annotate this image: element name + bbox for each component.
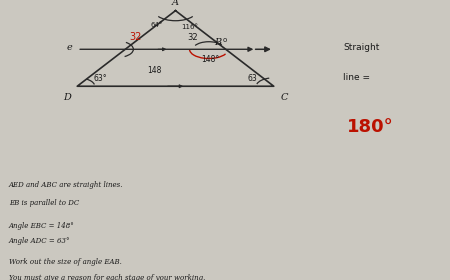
Text: C: C xyxy=(280,93,288,102)
Text: You must give a reason for each stage of your working.: You must give a reason for each stage of… xyxy=(9,274,205,280)
Text: 148: 148 xyxy=(147,66,162,75)
Text: Straight: Straight xyxy=(343,43,379,52)
Text: o: o xyxy=(223,37,227,43)
Text: 148°: 148° xyxy=(202,55,220,64)
Text: Angle ADC = 63°: Angle ADC = 63° xyxy=(9,237,71,246)
Text: EB is parallel to DC: EB is parallel to DC xyxy=(9,199,79,207)
Text: 32: 32 xyxy=(129,32,141,42)
Text: 32: 32 xyxy=(188,33,198,42)
Text: D: D xyxy=(63,93,71,102)
Text: 63°: 63° xyxy=(93,74,107,83)
Text: 64°: 64° xyxy=(150,22,162,29)
Text: B: B xyxy=(214,38,221,47)
Text: line =: line = xyxy=(343,73,370,82)
Text: 63: 63 xyxy=(248,74,257,83)
Text: e: e xyxy=(66,43,72,52)
Text: Angle EBC = 148°: Angle EBC = 148° xyxy=(9,222,75,230)
Text: A: A xyxy=(172,0,179,7)
Text: 180°: 180° xyxy=(346,118,393,136)
Text: Work out the size of angle EAB.: Work out the size of angle EAB. xyxy=(9,258,122,266)
Text: 116°: 116° xyxy=(181,24,198,30)
Text: AED and ABC are straight lines.: AED and ABC are straight lines. xyxy=(9,181,123,190)
